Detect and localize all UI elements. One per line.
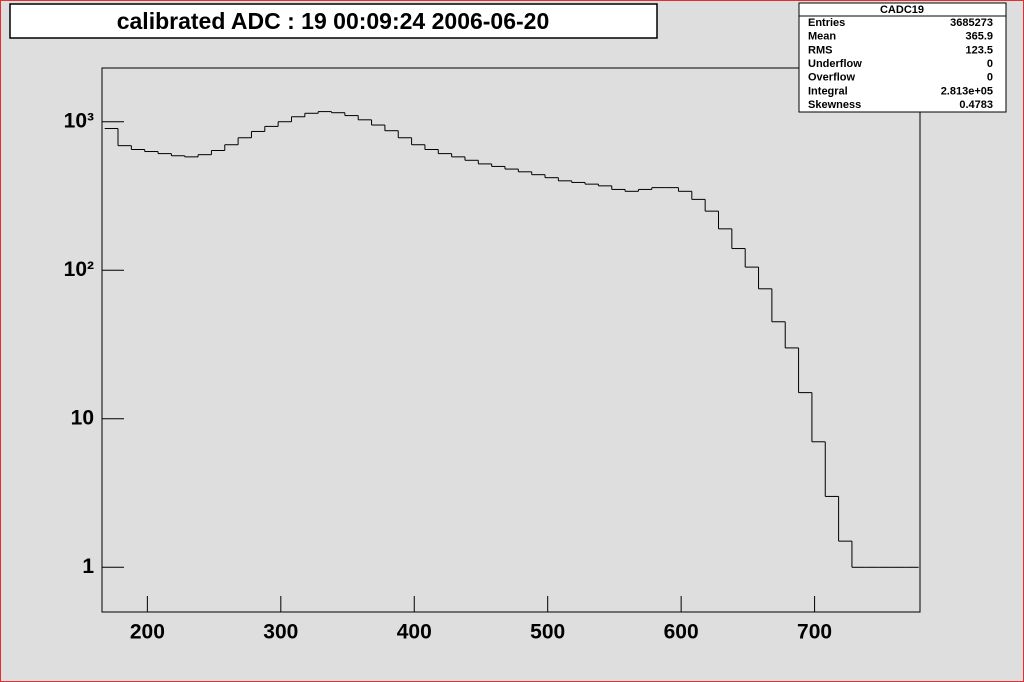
stats-label: Mean xyxy=(808,31,836,43)
stats-value: 2.813e+05 xyxy=(941,85,993,97)
y-tick-label: 10³ xyxy=(64,109,94,132)
stats-value: 0 xyxy=(987,58,993,70)
stats-box: CADC19 Entries 3685273 Mean 365.9 RMS 123.5 Un… xyxy=(798,2,1007,113)
y-tick-label: 10² xyxy=(64,258,94,281)
x-tick-label: 700 xyxy=(797,621,832,644)
stats-label: Underflow xyxy=(808,58,862,70)
stats-label: Integral xyxy=(808,85,848,97)
x-tick-label: 300 xyxy=(263,621,298,644)
stats-title: CADC19 xyxy=(880,4,924,16)
stats-label: Overflow xyxy=(808,72,856,84)
y-tick-label: 1 xyxy=(82,555,94,578)
stats-label: Skewness xyxy=(808,99,861,111)
stats-value: 0 xyxy=(987,72,993,84)
x-tick-label: 600 xyxy=(664,621,699,644)
x-tick-label: 400 xyxy=(397,621,432,644)
stats-label: RMS xyxy=(808,44,832,56)
stats-value: 3685273 xyxy=(950,17,993,29)
stats-value: 123.5 xyxy=(965,44,993,56)
stats-label: Entries xyxy=(808,17,845,29)
title-box xyxy=(9,3,658,39)
stats-frame xyxy=(798,2,1007,113)
plot-frame xyxy=(101,67,921,613)
stats-value: 0.4783 xyxy=(959,99,993,111)
x-tick-label: 500 xyxy=(530,621,565,644)
y-tick-label: 10 xyxy=(71,406,94,429)
stats-value: 365.9 xyxy=(965,31,993,43)
chart-title: calibrated ADC : 19 00:09:24 2006-06-20 xyxy=(117,8,550,34)
x-tick-label: 200 xyxy=(130,621,165,644)
